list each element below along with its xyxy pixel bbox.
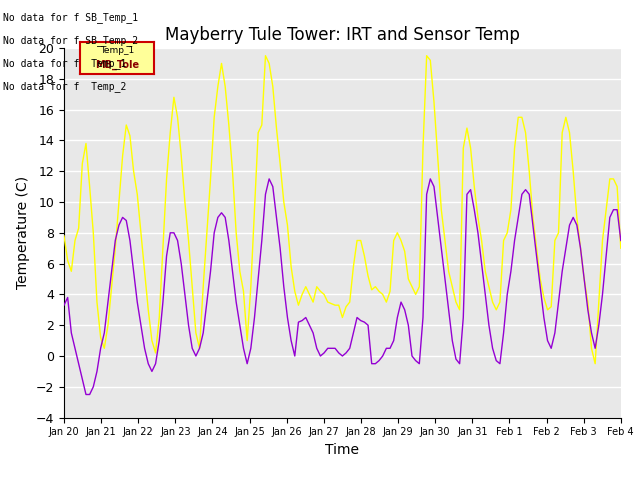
Text: MB_Tole: MB_Tole	[95, 60, 139, 71]
Text: No data for f  Temp_2: No data for f Temp_2	[3, 81, 127, 92]
PanelT	[60, 233, 68, 239]
PanelT	[456, 307, 463, 312]
AM25T	[529, 222, 537, 228]
AM25T	[137, 323, 145, 328]
PanelT	[598, 238, 606, 243]
AM25T	[617, 238, 625, 243]
AM25T	[460, 314, 467, 320]
AM25T	[100, 330, 108, 336]
Title: Mayberry Tule Tower: IRT and Sensor Temp: Mayberry Tule Tower: IRT and Sensor Temp	[165, 25, 520, 44]
AM25T	[266, 176, 273, 182]
AM25T	[82, 392, 90, 397]
Text: No data for f SB_Temp_2: No data for f SB_Temp_2	[3, 35, 138, 46]
Text: No data for f  Temp_1: No data for f Temp_1	[3, 58, 127, 69]
Text: Temp_1: Temp_1	[100, 47, 134, 55]
Y-axis label: Temperature (C): Temperature (C)	[17, 176, 30, 289]
PanelT	[97, 335, 104, 340]
Text: No data for f SB_Temp_1: No data for f SB_Temp_1	[3, 12, 138, 23]
AM25T	[313, 346, 321, 351]
X-axis label: Time: Time	[325, 443, 360, 457]
PanelT	[617, 245, 625, 251]
PanelT	[309, 299, 317, 305]
PanelT	[591, 361, 599, 367]
PanelT	[133, 192, 141, 197]
Line: AM25T: AM25T	[64, 179, 621, 395]
AM25T	[598, 291, 606, 297]
PanelT	[262, 53, 269, 59]
Line: PanelT: PanelT	[64, 56, 621, 364]
PanelT	[525, 168, 533, 174]
AM25T	[60, 302, 68, 308]
